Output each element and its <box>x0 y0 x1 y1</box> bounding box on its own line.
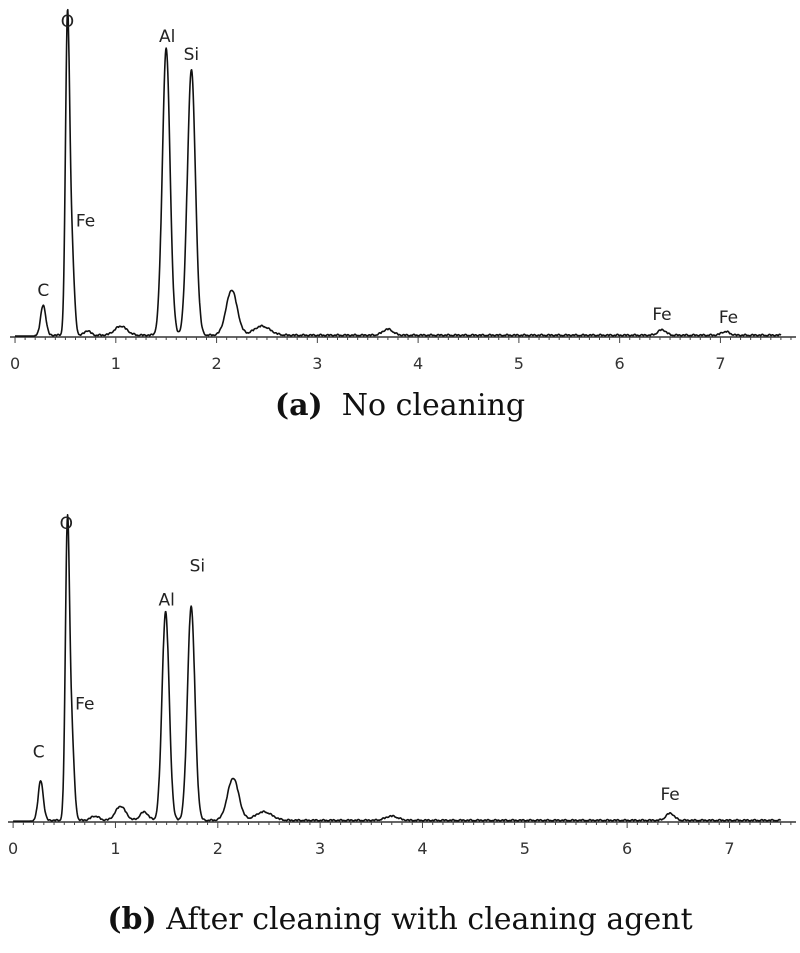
peak-label-c: C <box>37 281 49 301</box>
peak-label-fe: Fe <box>660 785 679 805</box>
x-tick-label: 4 <box>417 839 427 858</box>
peak-label-si: Si <box>190 556 206 576</box>
caption-a: (a) No cleaning <box>0 388 800 423</box>
x-tick-label: 7 <box>715 354 725 373</box>
spectrum-line <box>14 8 782 337</box>
peak-label-o: O <box>61 12 74 32</box>
x-tick-label: 3 <box>312 354 322 373</box>
x-tick-label: 0 <box>8 839 18 858</box>
peak-label-fe: Fe <box>652 305 671 325</box>
spectrum-panel-0: 0 1 2 3 4 5 6 7 O Al Si Fe C Fe Fe <box>10 8 796 373</box>
caption-b: (b) After cleaning with cleaning agent <box>0 902 800 937</box>
peak-label-fe: Fe <box>75 695 94 715</box>
x-tick-label: 7 <box>724 839 734 858</box>
x-tick-label: 4 <box>413 354 423 373</box>
caption-b-text: After cleaning with cleaning agent <box>166 902 693 937</box>
x-tick-label: 1 <box>111 354 121 373</box>
caption-a-label: (a) <box>274 388 323 423</box>
caption-a-text: No cleaning <box>341 388 526 423</box>
x-tick-label: 5 <box>520 839 530 858</box>
peak-label-al: Al <box>158 590 174 610</box>
peak-label-fe: Fe <box>76 211 95 231</box>
x-tick-label: 5 <box>514 354 524 373</box>
x-tick-label: 2 <box>211 354 221 373</box>
peak-label-al: Al <box>159 27 175 47</box>
x-tick-label: 1 <box>110 839 120 858</box>
x-tick-label: 6 <box>622 839 632 858</box>
x-tick-label: 6 <box>615 354 625 373</box>
peak-label-fe: Fe <box>719 308 738 328</box>
x-tick-label: 2 <box>213 839 223 858</box>
peak-label-c: C <box>33 743 45 763</box>
spectrum-panel-1: 0 1 2 3 4 5 6 7 O Si Al Fe C Fe <box>8 514 796 858</box>
x-tick-label: 0 <box>10 354 20 373</box>
caption-b-label: (b) <box>107 902 157 937</box>
peak-label-si: Si <box>184 45 200 65</box>
x-tick-label: 3 <box>315 839 325 858</box>
spectrum-line <box>12 514 782 822</box>
peak-label-o: O <box>60 514 73 534</box>
